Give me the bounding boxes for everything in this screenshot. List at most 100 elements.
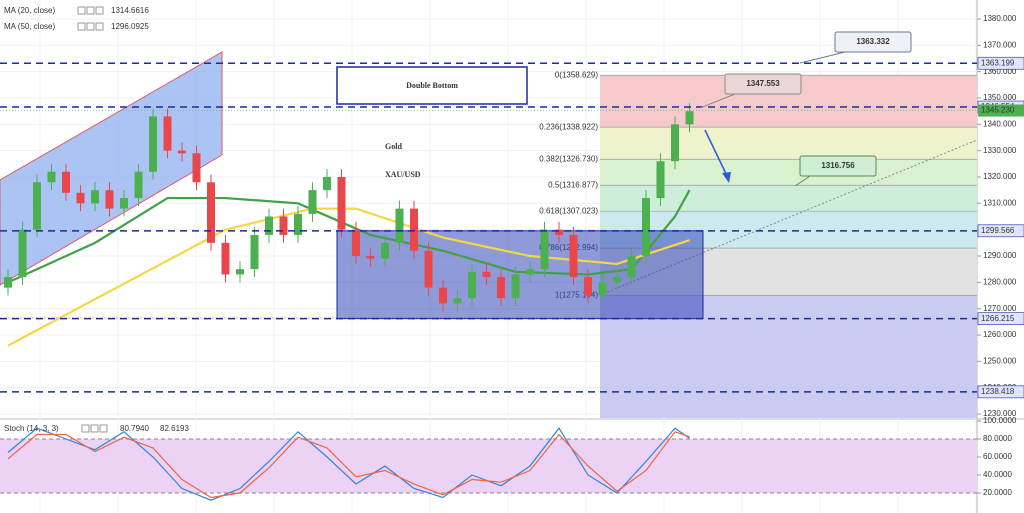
y-tick-label: 1290.000 [983, 251, 1017, 260]
candle-body [178, 150, 186, 154]
candle-body [134, 171, 143, 199]
callout-pointer [699, 93, 736, 109]
arrow [704, 129, 730, 181]
candle-body [497, 277, 505, 299]
callout-label: 1316.756 [821, 161, 855, 170]
y-tick-label: 1310.000 [983, 198, 1017, 207]
callout-box [834, 31, 912, 53]
candle-body [207, 182, 215, 243]
candle-body [47, 171, 56, 183]
y-tick-label: 1230.000 [983, 409, 1017, 418]
y-tick-label: 60.0000 [983, 452, 1012, 461]
callout-label: 1363.332 [856, 37, 890, 46]
legend-value: 1314.6616 [111, 6, 149, 15]
candle-body [569, 234, 578, 278]
legend-icon [95, 22, 104, 31]
level-tag [977, 224, 1024, 238]
candle-body [120, 198, 128, 209]
candle-body [62, 171, 70, 193]
legend-icon [95, 6, 104, 15]
candle-body [540, 229, 549, 270]
y-tick-label: 1360.000 [983, 67, 1017, 76]
y-tick-label: 1330.000 [983, 146, 1017, 155]
level-tag [977, 56, 1024, 70]
level-label: 1238.418 [981, 387, 1015, 396]
stoch-band [0, 439, 977, 493]
candle-body [221, 242, 230, 275]
title-box [336, 66, 528, 105]
candle-body [671, 124, 679, 162]
candle-body [105, 190, 114, 209]
candle-body [33, 182, 41, 230]
callout-box [799, 155, 877, 177]
arrow-head [722, 172, 731, 183]
price-label: 1345.230 [981, 106, 1015, 115]
candle-body [526, 269, 534, 275]
level-tag [977, 385, 1024, 399]
fib-label: 0.236(1338.922) [539, 122, 598, 131]
candle-body [265, 216, 273, 235]
overlay: 1363.1991346.5541299.5661266.2151238.418… [4, 6, 1024, 399]
y-tick-label: 1260.000 [983, 330, 1017, 339]
candle-body [294, 213, 302, 235]
candle-body [511, 274, 520, 299]
candle-body [192, 153, 201, 183]
level-tag [977, 312, 1024, 325]
level-label: 1299.566 [981, 226, 1015, 235]
candle-body [410, 208, 418, 251]
candle-body [352, 229, 360, 257]
candle-body [468, 271, 476, 299]
stoch-value: 80.7940 [120, 424, 149, 433]
candle-body [18, 229, 27, 278]
candle-body [424, 250, 433, 288]
stoch-line [7, 431, 690, 499]
y-tick-label: 20.0000 [983, 488, 1012, 497]
legend-icon [86, 6, 95, 15]
candle-body [323, 176, 331, 191]
fib-label: 0.618(1307.023) [539, 206, 598, 215]
price-pane [0, 62, 977, 393]
y-tick-label: 1270.000 [983, 304, 1017, 313]
ma-line [7, 189, 691, 284]
y-tick-label: 1320.000 [983, 172, 1017, 181]
legend-icon [99, 424, 108, 433]
candle-body [279, 216, 288, 235]
candle-body [685, 111, 694, 125]
candle-body [250, 234, 259, 270]
annotation: Gold [385, 142, 402, 151]
candle-body [482, 271, 491, 278]
y-tick-label: 1340.000 [983, 119, 1017, 128]
legend-name: MA (50, close) [4, 22, 55, 31]
candle-body [76, 192, 85, 204]
legend-name: MA (20, close) [4, 6, 55, 15]
stoch-pane: 20.0000 40.0000 60.0000 80.0000 100.0000 Stoc… [0, 416, 1017, 501]
level-label: 1266.215 [981, 314, 1015, 323]
y-tick-label: 1250.000 [983, 356, 1017, 365]
candle-body [613, 277, 621, 283]
chart-title: Double Bottom [406, 81, 458, 90]
y-tick-label: 1380.000 [983, 14, 1017, 23]
candle-body [337, 176, 346, 230]
candle-body [149, 116, 157, 172]
price-tag [978, 104, 1024, 117]
fib-label: 0.5(1316.877) [548, 180, 598, 189]
candle-body [598, 282, 607, 296]
annotation: XAU/USD [385, 170, 421, 179]
y-tick-label: 40.0000 [983, 470, 1012, 479]
y-tick-label: 80.0000 [983, 434, 1012, 443]
callout-box [724, 73, 802, 95]
candle-body [584, 277, 592, 296]
callout-pointer [799, 51, 846, 64]
candle-body [555, 229, 563, 235]
channel [0, 51, 223, 286]
fib-label: 0(1358.629) [555, 70, 598, 79]
candle-body [366, 256, 375, 259]
candle-body [439, 287, 447, 304]
stoch-name: Stoch (14, 3, 3) [4, 424, 59, 433]
y-tick-label: 1280.000 [983, 277, 1017, 286]
candle-body [91, 190, 99, 204]
stoch-value: 82.6193 [160, 424, 189, 433]
legend-icon [90, 424, 99, 433]
level-label: 1363.199 [981, 58, 1015, 67]
